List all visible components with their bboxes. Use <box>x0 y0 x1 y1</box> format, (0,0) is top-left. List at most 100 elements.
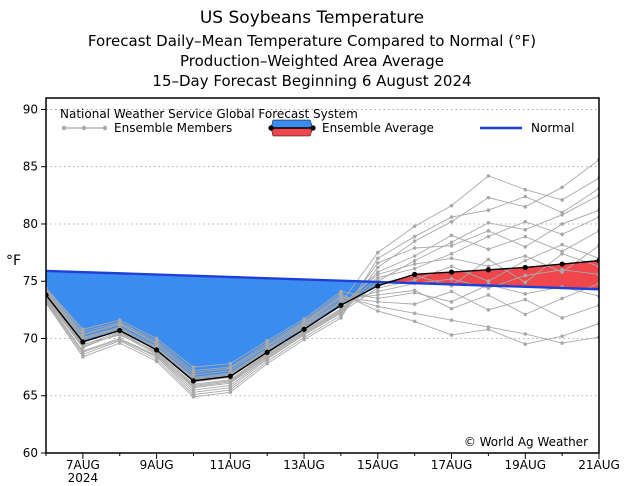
ensemble-member-point <box>486 229 491 233</box>
ensemble-member-point <box>154 352 159 357</box>
x-tick-label: 9AUG <box>140 458 174 472</box>
ensemble-member-line <box>46 209 599 393</box>
ensemble-member-point <box>523 219 528 224</box>
copyright-text: © World Ag Weather <box>464 435 588 449</box>
ensemble-member-point <box>560 222 564 226</box>
ensemble-members <box>46 158 599 399</box>
x-tick-label: 21AUG <box>578 458 620 472</box>
ensemble-member-point <box>449 289 454 294</box>
ensemble-average-line <box>46 259 599 382</box>
ensemble-member-point <box>376 296 380 301</box>
ensemble-member-point <box>449 264 454 269</box>
ensemble-average <box>46 258 599 384</box>
ensemble-member-point <box>265 343 270 348</box>
ensemble-member-line <box>46 291 599 376</box>
ensemble-member-point <box>81 332 85 336</box>
ensemble-member-point <box>339 294 343 298</box>
y-tick-label: 85 <box>23 160 38 174</box>
x-tick-label: 13AUG <box>283 458 325 472</box>
ensemble-member-point <box>302 324 306 328</box>
ensemble-member-point <box>376 309 380 313</box>
ensemble-member-point <box>412 239 417 243</box>
ensemble-member-point <box>449 318 454 322</box>
ensemble-member-point <box>376 289 380 294</box>
ensemble-member-point <box>449 333 454 337</box>
ensemble-member-point <box>449 251 454 256</box>
ensemble-member-point <box>560 334 564 338</box>
ensemble-average-point <box>80 339 86 345</box>
ensemble-member-point <box>191 371 196 375</box>
ensemble-average-point <box>227 373 233 379</box>
ensemble-member-point <box>412 258 417 263</box>
ensemble-member-point <box>191 385 196 390</box>
ensemble-member-point <box>302 317 306 321</box>
legend-members-dot <box>102 125 108 131</box>
ensemble-member-point <box>486 208 491 213</box>
chart-subtitle-3: 15–Day Forecast Beginning 6 August 2024 <box>152 72 471 90</box>
legend-members: Ensemble Members <box>61 121 232 135</box>
ensemble-member-point <box>412 319 417 324</box>
legend-average-label: Ensemble Average <box>322 121 434 135</box>
ensemble-member-point <box>376 261 380 265</box>
ensemble-average-point <box>559 261 565 267</box>
ensemble-member-point <box>117 332 122 336</box>
ensemble-member-point <box>265 338 270 343</box>
ensemble-member-point <box>523 204 528 209</box>
ensemble-member-point <box>560 242 564 247</box>
ensemble-member-point <box>81 336 85 341</box>
ensemble-average-point <box>448 269 455 275</box>
ensemble-member-point <box>117 318 122 322</box>
ensemble-average-point <box>522 264 528 271</box>
ensemble-member-line <box>46 269 599 381</box>
ensemble-member-point <box>228 385 233 390</box>
chart-subtitle-1: Forecast Daily–Mean Temperature Compared… <box>88 32 536 50</box>
x-tick-label: 11AUG <box>210 458 252 472</box>
ensemble-member-point <box>449 306 454 311</box>
legend-average: Ensemble Average <box>268 119 434 137</box>
ensemble-member-point <box>339 309 343 313</box>
legend-average-dot <box>268 125 274 131</box>
y-tick-label: 70 <box>23 331 38 345</box>
ensemble-member-point <box>523 280 528 285</box>
ensemble-member-point <box>228 366 233 371</box>
ensemble-member-point <box>523 273 528 278</box>
ensemble-average-point <box>117 327 123 334</box>
ensemble-member-point <box>523 312 528 317</box>
ensemble-member-point <box>449 233 454 238</box>
legend-members-label: Ensemble Members <box>114 121 232 135</box>
legend-average-dot <box>310 125 316 131</box>
y-tick-label: 80 <box>23 217 38 231</box>
ensemble-member-point <box>523 187 528 192</box>
y-tick-label: 75 <box>23 274 38 288</box>
ensemble-member-point <box>449 300 454 304</box>
y-axis-ticks: 60 65 70 75 80 85 90 <box>23 102 46 460</box>
y-tick-label: 65 <box>23 389 38 403</box>
y-axis-label: °F <box>6 253 21 269</box>
ensemble-member-point <box>265 355 270 359</box>
ensemble-member-point <box>376 300 380 304</box>
ensemble-member-point <box>523 254 528 258</box>
ensemble-member-point <box>339 316 343 320</box>
x-tick-label: 7AUG <box>66 458 100 472</box>
ensemble-member-line <box>46 253 599 389</box>
ensemble-member-point <box>117 341 122 345</box>
ensemble-member-point <box>376 272 380 277</box>
normal-line <box>46 269 599 291</box>
ensemble-member-point <box>560 232 564 237</box>
ensemble-member-point <box>191 390 196 395</box>
y-tick-label: 90 <box>23 102 38 116</box>
ensemble-member-point <box>486 221 491 225</box>
ensemble-average-point <box>338 302 344 308</box>
legend-members-dot <box>81 125 87 131</box>
ensemble-member-point <box>523 245 528 249</box>
ensemble-member-line <box>46 188 599 398</box>
ensemble-member-point <box>412 290 417 295</box>
ensemble-member-point <box>376 256 380 261</box>
x-tick-label: 17AUG <box>431 458 473 472</box>
ensemble-member-point <box>412 254 417 258</box>
ensemble-member-point <box>560 251 564 256</box>
ensemble-member-point <box>376 275 380 280</box>
ensemble-member-point <box>486 234 491 239</box>
ensemble-member-point <box>191 395 196 399</box>
